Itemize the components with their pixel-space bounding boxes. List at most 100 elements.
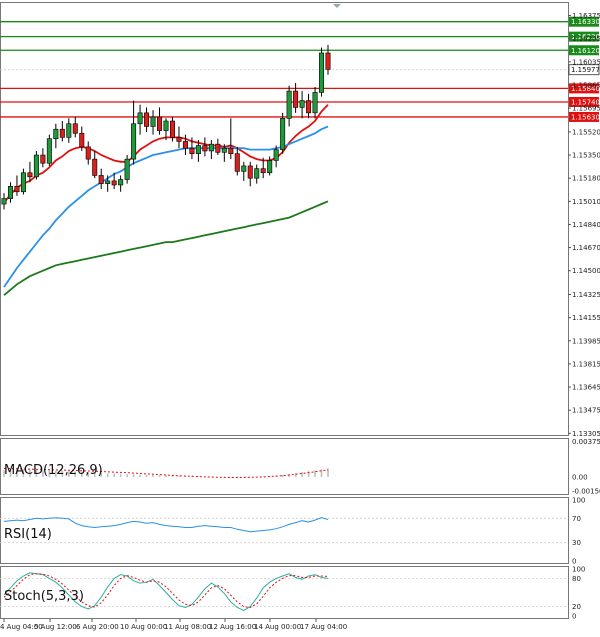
x-tick-label: 12 Aug 16:00 [209,623,256,631]
price-tick-label: 1.15010 [572,198,600,206]
stoch-tick-label: 100 [572,566,585,574]
resistance-level-label: 1.16220 [571,33,600,41]
macd-panel-frame [0,438,569,495]
resistance-level-tag [569,31,599,42]
price-tick-label: 1.13645 [572,384,600,392]
candle-body-up [241,165,247,172]
candle-body-up [286,90,292,119]
stoch-tick-label: 0 [572,613,576,621]
candle-body-down [182,141,188,149]
support-level-tag [569,83,599,94]
stoch-label: Stoch(5,3,3) [4,589,84,604]
candle-body-up [280,118,286,150]
price-tick-label: 1.14325 [572,291,600,299]
price-y-axis: 1.16375 1.16205 1.16035 1.15865 1.15695 1.155… [568,12,600,438]
price-tick-label: 1.16205 [572,35,600,43]
support-level-tag [569,111,599,122]
price-tick-label: 1.13305 [572,430,600,438]
candle-body-down [72,123,78,134]
x-tick-label: 6 Aug 20:00 [76,623,119,631]
candle-body-up [66,123,72,138]
candle-body-down [98,175,104,184]
stoch-tick-label: 20 [572,603,581,611]
candle-body-down [92,158,98,176]
macd-tick-label: -0.001508 [572,488,600,496]
candle-body-up [1,198,7,205]
candle-body-down [189,147,195,154]
stoch-k-line [3,572,329,611]
x-axis: 4 Aug 04:005 Aug 12:00 6 Aug 20:00 10 Aug … [0,619,347,631]
candle-body-down [59,128,65,138]
candle-body-up [163,120,169,131]
candle-body-up [150,116,156,127]
levels-layer: 1.16330 1.16220 1.16120 1.15840 1.15740 1.156… [0,16,600,122]
candle-body-down [79,132,85,148]
rsi-panel-frame [0,497,569,564]
candle-body-up [208,143,214,152]
rsi-tick-label: 70 [572,515,581,523]
current-price-tag [568,64,600,76]
candle-body-up [20,172,26,193]
x-tick-label: 17 Aug 04:00 [300,623,347,631]
resistance-level-label: 1.16330 [571,18,600,26]
candle-body-down [176,137,182,142]
macd-tick-label: 0.00 [572,473,588,481]
candle-body-up [137,112,143,125]
candle-body-up [319,52,325,93]
resistance-level-label: 1.16120 [571,47,600,55]
candle-body-up [53,128,59,140]
x-tick-label: 11 Aug 08:00 [164,623,211,631]
candle-body-down [111,180,117,186]
stoch-tick-label: 80 [572,575,581,583]
candle-body-down [144,112,150,127]
candle-body-up [46,138,52,164]
ma-line-2 [3,125,329,288]
macd-signal-line [3,467,329,478]
price-tick-label: 1.15865 [572,81,600,89]
price-tick-label: 1.16035 [572,58,600,66]
candle-body-down [27,172,33,178]
candle-body-down [228,147,234,154]
candle-body-down [157,116,163,131]
rsi-line [3,517,329,533]
x-tick-label: 4 Aug 04:00 [0,623,43,631]
candle-body-down [293,90,299,108]
candle-body-up [195,145,201,154]
stoch-panel-frame [0,566,569,619]
current-price-label: 1.15977 [571,66,600,74]
scroll-marker-icon [333,4,341,8]
support-level-label: 1.15840 [571,85,600,93]
support-level-tag [569,96,599,107]
candle-body-up [299,100,305,108]
candle-body-down [169,120,175,138]
candle-body-down [234,153,240,172]
price-tick-label: 1.16375 [572,12,600,20]
x-tick-label: 14 Aug 00:00 [254,623,301,631]
candle-body-down [215,143,221,153]
candle-body-up [267,160,273,174]
candle-body-up [105,180,111,184]
macd-tick-label: 0.003756 [572,438,600,446]
price-tick-label: 1.13475 [572,407,600,415]
rsi-label: RSI(14) [4,527,52,542]
support-level-label: 1.15630 [571,113,600,121]
support-level-label: 1.15740 [571,98,600,106]
price-panel-frame [0,2,569,436]
rsi-tick-label: 0 [572,558,576,566]
candle-body-down [247,165,253,179]
candles-layer [1,44,331,210]
price-tick-label: 1.13985 [572,337,600,345]
candle-body-down [14,186,20,193]
candle-body-down [202,145,208,152]
candle-body-down [85,146,91,160]
candle-body-down [40,154,46,164]
candle-body-up [33,154,39,178]
rsi-tick-label: 30 [572,539,581,547]
x-tick-label: 10 Aug 00:00 [120,623,167,631]
price-tick-label: 1.14500 [572,267,600,275]
price-tick-label: 1.15350 [572,152,600,160]
candle-body-up [312,92,318,114]
